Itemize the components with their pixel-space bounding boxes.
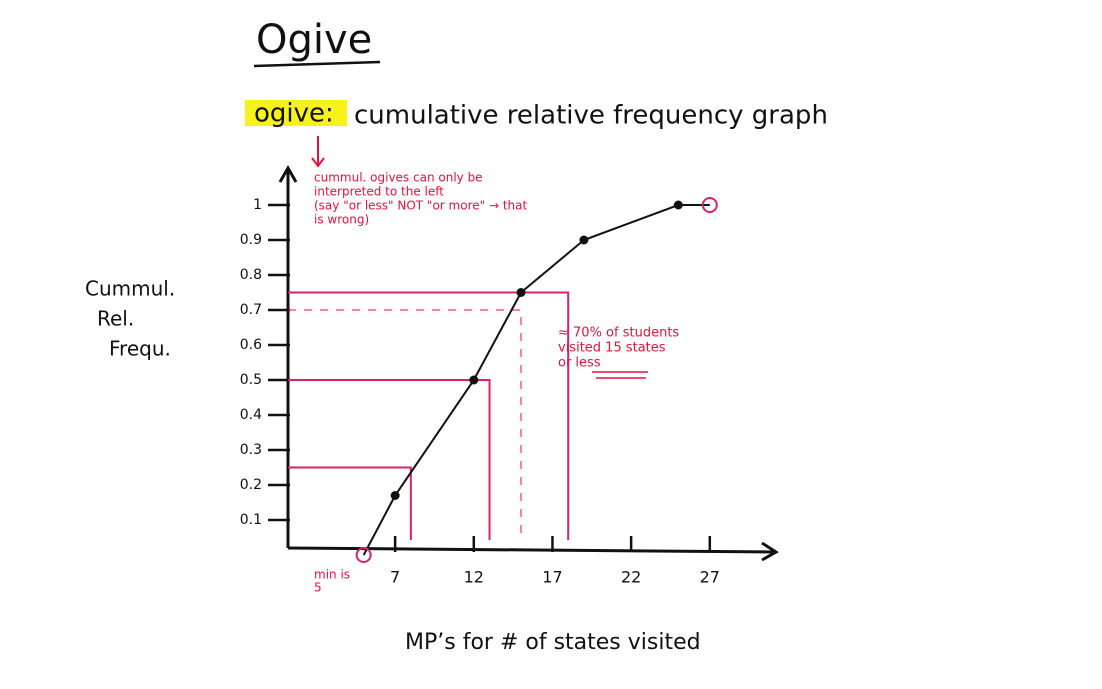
reading-line bbox=[288, 466, 412, 540]
point bbox=[516, 288, 526, 297]
point bbox=[673, 200, 683, 210]
y-tick-label: 0.1 bbox=[240, 512, 262, 528]
x-tick-label: 27 bbox=[700, 568, 720, 587]
open-point bbox=[701, 197, 718, 213]
x-tick-label: 12 bbox=[464, 568, 484, 587]
x-tick-label: 7 bbox=[390, 568, 400, 587]
y-tick-label: 0.2 bbox=[240, 477, 262, 493]
reading-line bbox=[288, 291, 570, 540]
point bbox=[579, 235, 589, 245]
y-tick-label: 0.3 bbox=[240, 442, 262, 458]
y-axis-label: Frequ. bbox=[109, 337, 171, 361]
title-underline bbox=[253, 60, 381, 68]
x-tick-label: 22 bbox=[621, 568, 641, 587]
definition-term: ogive: bbox=[254, 99, 334, 129]
x-axis-label: MP’s for # of states visited bbox=[405, 630, 701, 655]
point bbox=[469, 375, 479, 385]
y-tick-label: 0.7 bbox=[240, 302, 262, 318]
annotation: 5 bbox=[314, 581, 322, 595]
annotation: (say "or less" NOT "or more" → that bbox=[314, 199, 527, 213]
x-axis bbox=[287, 541, 779, 562]
annotation: or less bbox=[558, 356, 601, 371]
y-axis-label: Rel. bbox=[97, 307, 134, 331]
annotation: visited 15 states bbox=[558, 341, 666, 356]
y-axis bbox=[278, 164, 298, 548]
reading-line bbox=[288, 379, 491, 540]
y-tick-label: 0.9 bbox=[240, 232, 262, 248]
annotation: interpreted to the left bbox=[314, 185, 444, 199]
y-tick-label: 0.6 bbox=[240, 337, 262, 353]
definition: cumulative relative frequency graph bbox=[354, 101, 828, 131]
y-tick-label: 0.5 bbox=[240, 372, 262, 388]
dashed-reading bbox=[288, 309, 522, 540]
annotation: cummul. ogives can only be bbox=[314, 171, 483, 185]
note-arrow bbox=[311, 136, 325, 168]
highlight bbox=[245, 100, 347, 126]
x-tick-label: 17 bbox=[542, 568, 562, 587]
y-tick-label: 0.4 bbox=[240, 407, 262, 423]
open-point bbox=[355, 547, 372, 563]
point bbox=[390, 491, 400, 500]
chart-title: Ogive bbox=[256, 17, 372, 63]
annotation: ≈ 70% of students bbox=[558, 326, 679, 341]
underline bbox=[592, 371, 648, 379]
y-tick-label: 0.8 bbox=[240, 267, 262, 283]
y-axis-label: Cummul. bbox=[85, 277, 175, 301]
y-tick-label: 1 bbox=[253, 197, 262, 213]
annotation: is wrong) bbox=[314, 213, 369, 227]
annotation: min is bbox=[314, 568, 350, 582]
